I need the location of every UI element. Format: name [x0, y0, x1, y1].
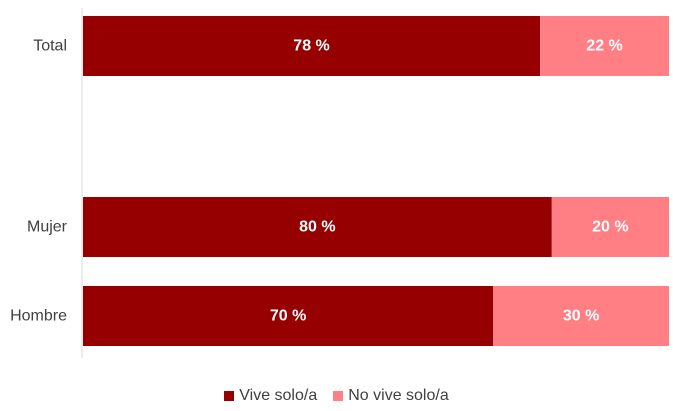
- bar-hombre-series-0: [83, 286, 494, 346]
- bar-mujer-series-1: [551, 197, 669, 257]
- bar-label-hombre-series-0: 70 %: [270, 308, 306, 325]
- bar-label-mujer-series-0: 80 %: [299, 219, 335, 236]
- bar-total-series-0: [83, 16, 541, 76]
- bar-mujer-series-0: [83, 197, 552, 257]
- legend-swatch-series-0: [224, 391, 235, 401]
- bar-total-series-1: [540, 16, 669, 76]
- bar-label-total-series-0: 78 %: [293, 38, 329, 55]
- legend-label-series-0: Vive solo/a: [239, 387, 318, 404]
- category-label-mujer: Mujer: [27, 219, 68, 236]
- legend-swatch-series-1: [333, 391, 344, 401]
- legend-item-series-1: No vive solo/a: [333, 387, 449, 405]
- legend: Vive solo/a No vive solo/a: [0, 387, 673, 405]
- category-label-total: Total: [33, 38, 67, 55]
- legend-label-series-1: No vive solo/a: [348, 387, 449, 404]
- category-label-hombre: Hombre: [10, 308, 67, 325]
- bars-group: Total 78 % 22 % Mujer 80 % 20 % Hombre 70 % 30 %: [10, 16, 669, 346]
- legend-item-series-0: Vive solo/a: [224, 387, 317, 405]
- bar-label-total-series-1: 22 %: [586, 38, 622, 55]
- bar-label-hombre-series-1: 30 %: [563, 308, 599, 325]
- bar-hombre-series-1: [493, 286, 669, 346]
- bar-label-mujer-series-1: 20 %: [592, 219, 628, 236]
